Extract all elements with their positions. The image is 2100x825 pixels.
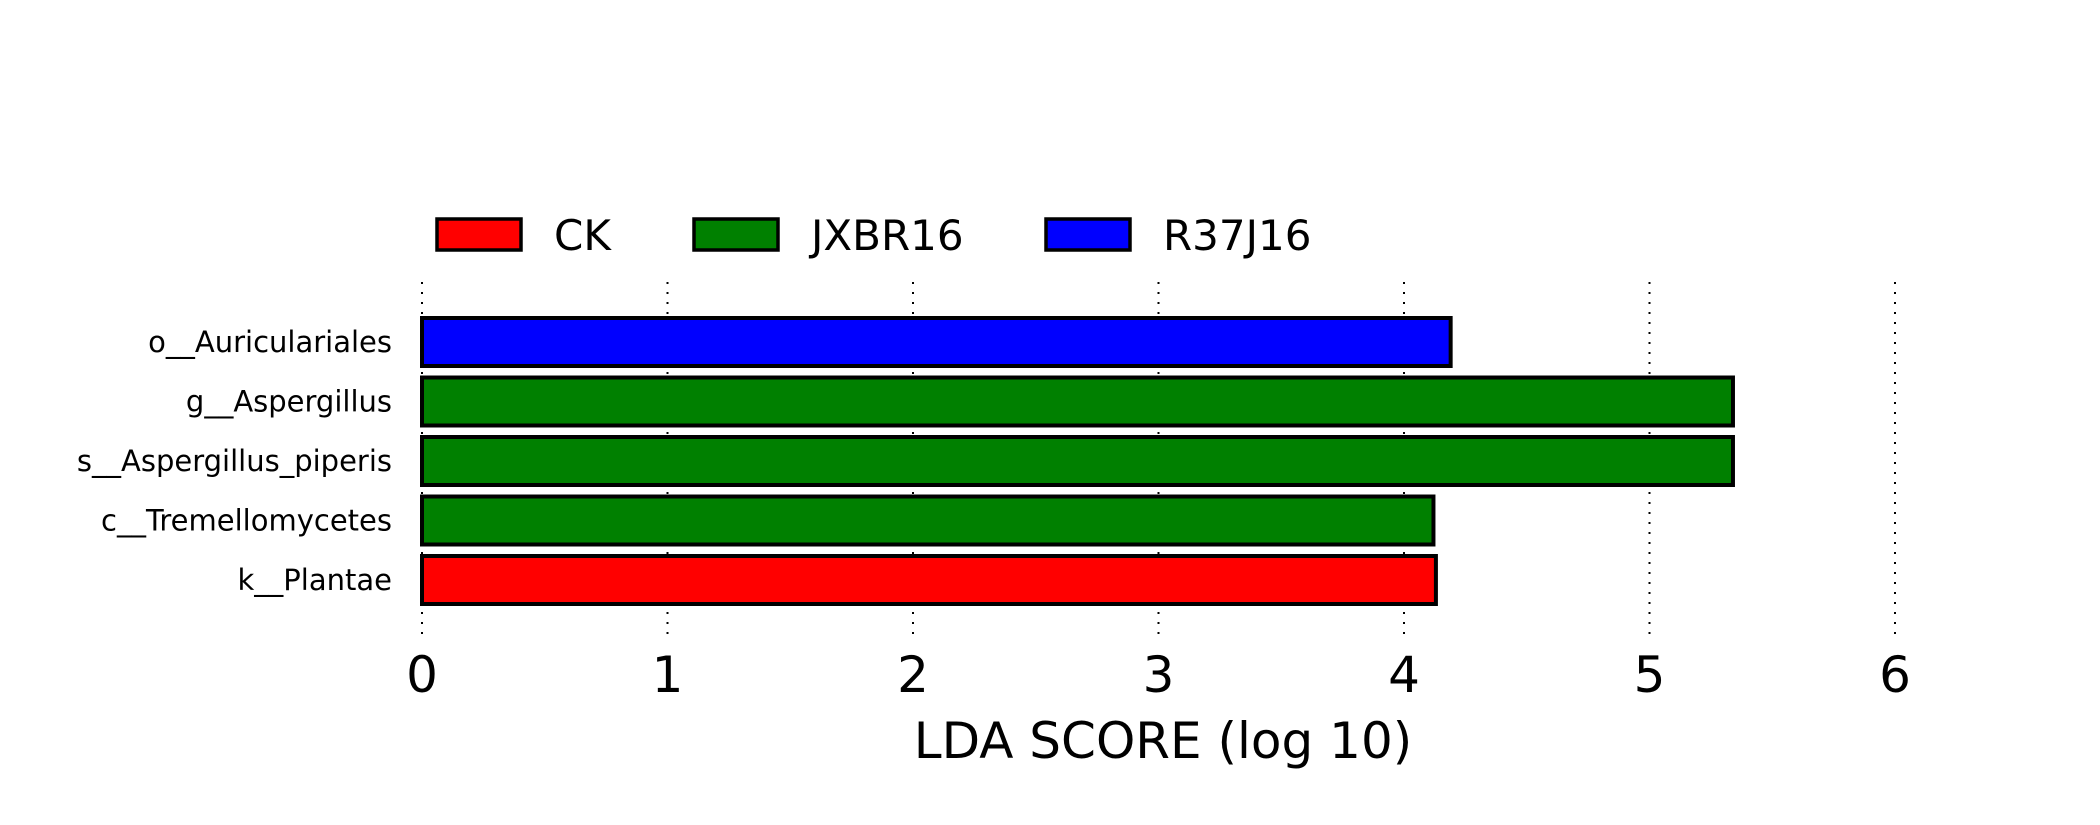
- x-tick-label: 3: [1143, 646, 1175, 704]
- legend-label: CK: [554, 211, 612, 260]
- x-tick-label: 1: [652, 646, 684, 704]
- category-label: k__Plantae: [238, 563, 392, 597]
- x-axis-ticks: 0 1 2 3 4 5 6: [406, 646, 1911, 704]
- x-tick-label: 0: [406, 646, 438, 704]
- bar: [420, 435, 1735, 487]
- category-label: o__Auriculariales: [148, 325, 392, 359]
- bar: [420, 554, 1438, 606]
- legend-swatch: [1044, 217, 1132, 252]
- bars: [420, 316, 1735, 606]
- legend-swatch: [435, 217, 523, 252]
- category-label: s__Aspergillus_piperis: [77, 444, 392, 478]
- legend-swatch: [692, 217, 780, 252]
- bar: [420, 494, 1436, 547]
- x-tick-label: 6: [1879, 646, 1911, 704]
- x-tick-label: 4: [1388, 646, 1420, 704]
- x-axis-label: LDA SCORE (log 10): [914, 712, 1413, 770]
- bar: [420, 375, 1735, 428]
- category-label: g__Aspergillus: [186, 385, 392, 419]
- x-tick-label: 5: [1634, 646, 1666, 704]
- bar: [420, 316, 1453, 368]
- category-labels: o__Auriculariales g__Aspergillus s__Asperg…: [77, 325, 392, 597]
- x-tick-label: 2: [897, 646, 929, 704]
- category-label: c__Tremellomycetes: [101, 504, 392, 538]
- legend-label: JXBR16: [808, 211, 964, 260]
- legend: CK JXBR16 R37J16: [435, 211, 1311, 260]
- legend-label: R37J16: [1163, 211, 1311, 260]
